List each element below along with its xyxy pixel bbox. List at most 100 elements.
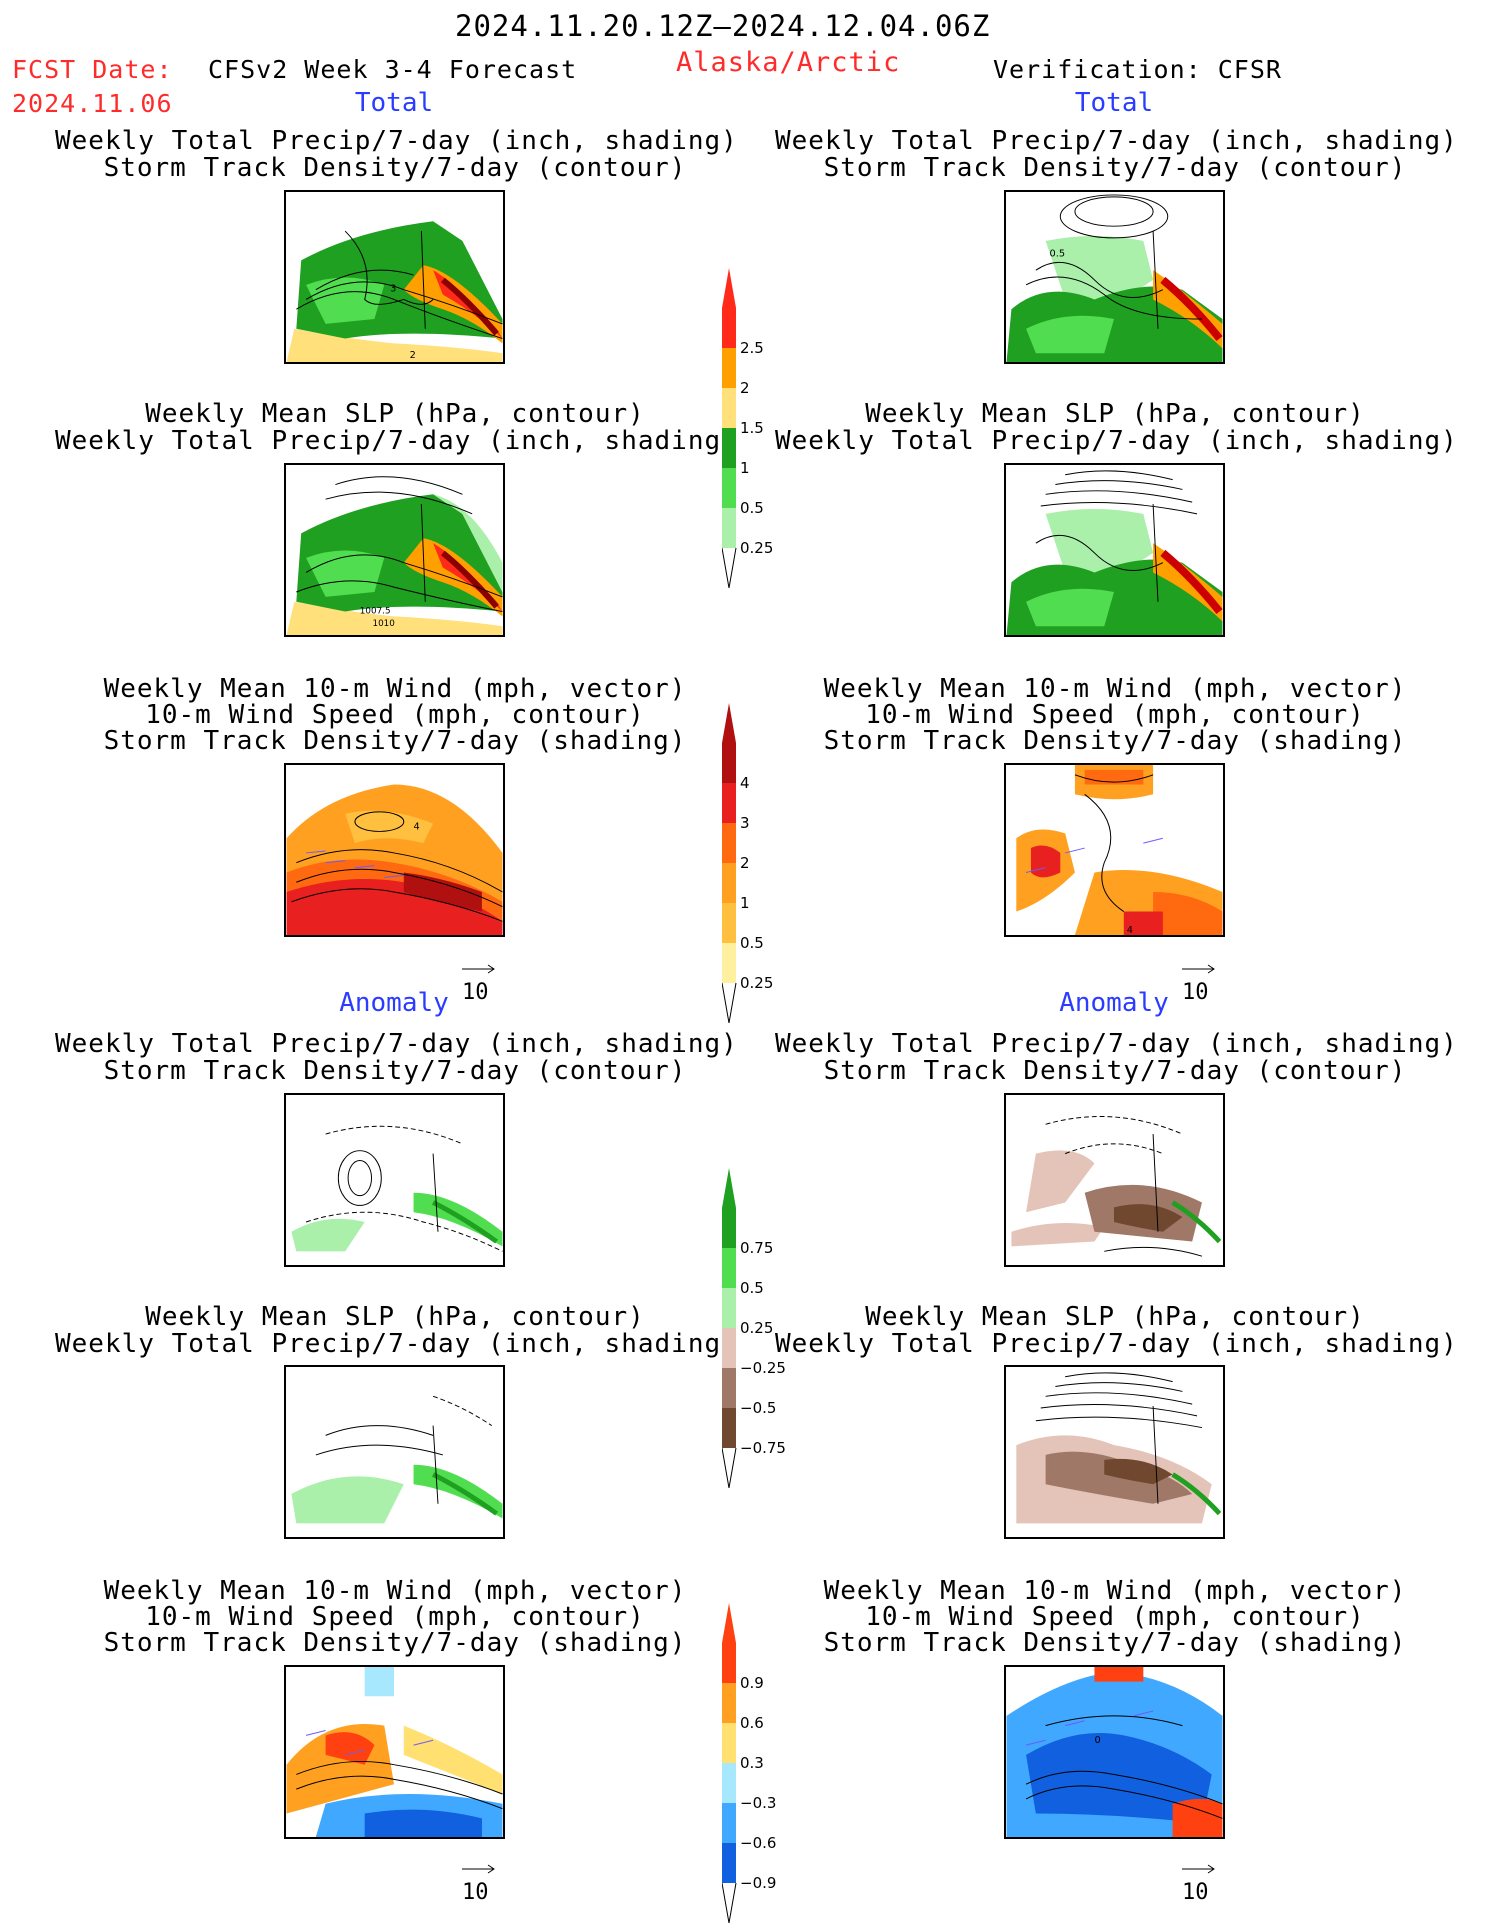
title-r3-right-2: 10-m Wind Speed (mph, contour) — [865, 700, 1365, 730]
map-panel-r2-right — [1004, 463, 1225, 637]
title-r6-right-1: Weekly Mean 10-m Wind (mph, vector) — [823, 1576, 1407, 1606]
map-precip-storm-total-verif: 0.5 — [1006, 194, 1223, 362]
colorbar-label: 2.5 — [740, 339, 764, 357]
title-r4-left-2: Storm Track Density/7-day (contour) — [103, 1056, 687, 1086]
title-r3-right-3: Storm Track Density/7-day (shading) — [823, 726, 1407, 756]
colorbar-swatch — [722, 823, 736, 863]
colorbar-swatch — [722, 863, 736, 903]
colorbar-precip-anom: 0.75 0.5 0.25 −0.25 −0.5 −0.75 — [722, 1168, 786, 1488]
title-r1-right-1: Weekly Total Precip/7-day (inch, shading… — [775, 126, 1458, 156]
colorbar-label: −0.25 — [740, 1359, 786, 1377]
colorbar-label: 0.5 — [740, 1279, 764, 1297]
colorbar-label: 0.5 — [740, 934, 764, 952]
colorbar-bottom-triangle — [722, 547, 737, 588]
map-wind-storm-anom-verif: 0 — [1006, 1667, 1223, 1837]
colorbar-swatch — [722, 1763, 736, 1803]
map-panel-r6-left — [284, 1665, 505, 1839]
map-wind-storm-total-fcst: 4 — [286, 784, 503, 935]
vector-ref-r3-right: 10 — [1182, 955, 1218, 1005]
map-slp-precip-anom-verif — [1016, 1372, 1222, 1524]
colorbar-label: 1.5 — [740, 419, 764, 437]
colorbar-label: 0.9 — [740, 1674, 764, 1692]
colorbar-label: 0.5 — [740, 499, 764, 517]
colorbar-label: −0.9 — [740, 1874, 777, 1892]
colorbar-svg — [722, 1168, 737, 1488]
colorbar-label: 1 — [740, 459, 750, 477]
title-r6-left-3: Storm Track Density/7-day (shading) — [103, 1628, 687, 1658]
title-r4-right-2: Storm Track Density/7-day (contour) — [823, 1056, 1407, 1086]
vector-ref-label: 10 — [462, 1880, 489, 1905]
colorbar-swatch — [722, 468, 736, 508]
map-panel-r1-right: 0.5 — [1004, 190, 1225, 364]
colorbar-bottom-triangle — [722, 1447, 737, 1488]
vector-ref-label: 10 — [462, 980, 489, 1005]
title-r6-right-2: 10-m Wind Speed (mph, contour) — [865, 1602, 1365, 1632]
colorbar-swatch — [722, 743, 736, 783]
colorbar-label: 0.25 — [740, 1319, 774, 1337]
panel-label-1007: 1007.5 — [360, 607, 391, 617]
colorbar-label: 3 — [740, 814, 750, 832]
colorbar-precip-total: 2.5 2 1.5 1 0.5 0.25 — [722, 268, 773, 588]
map-panel-r5-right — [1004, 1365, 1225, 1539]
section-total-right: Total — [1074, 88, 1154, 118]
colorbar-label: −0.6 — [740, 1834, 777, 1852]
map-precip-storm-total-fcst: 3 2 — [286, 221, 503, 362]
panel-label-3: 3 — [390, 284, 396, 295]
colorbar-swatch — [722, 508, 736, 548]
region-title: Alaska/Arctic — [676, 47, 901, 78]
colorbar-swatch — [722, 1248, 736, 1288]
map-panel-r3-left: 4 — [284, 763, 505, 937]
title-r2-left-2: Weekly Total Precip/7-day (inch, shading… — [55, 426, 738, 456]
vector-ref-label: 10 — [1182, 980, 1209, 1005]
panel-label-4: 4 — [414, 821, 420, 832]
colorbar-swatch — [722, 903, 736, 943]
colorbar-swatch — [722, 388, 736, 428]
forecast-period: 2024.11.20.12Z–2024.12.04.06Z — [455, 9, 991, 43]
colorbar-swatch — [722, 1643, 736, 1683]
colorbar-top-triangle — [722, 1603, 736, 1643]
title-r6-right-3: Storm Track Density/7-day (shading) — [823, 1628, 1407, 1658]
title-r5-right-1: Weekly Mean SLP (hPa, contour) — [865, 1302, 1365, 1332]
title-r1-left-1: Weekly Total Precip/7-day (inch, shading… — [55, 126, 738, 156]
colorbar-swatch — [722, 1683, 736, 1723]
panel-label-4b: 4 — [1127, 925, 1133, 935]
colorbar-svg — [722, 268, 737, 588]
map-panel-r6-right: 0 — [1004, 1665, 1225, 1839]
title-r6-left-1: Weekly Mean 10-m Wind (mph, vector) — [103, 1576, 687, 1606]
title-r2-left-1: Weekly Mean SLP (hPa, contour) — [145, 399, 645, 429]
map-precip-storm-anom-verif — [1011, 1116, 1222, 1257]
colorbar-svg — [722, 1603, 737, 1923]
panel-label-05: 0.5 — [1050, 248, 1066, 259]
title-r2-right-2: Weekly Total Precip/7-day (inch, shading… — [775, 426, 1458, 456]
colorbar-swatch — [722, 348, 736, 388]
colorbar-storm-total: 4 3 2 1 0.5 0.25 — [722, 703, 773, 1023]
title-r2-right-1: Weekly Mean SLP (hPa, contour) — [865, 399, 1365, 429]
colorbar-label: 2 — [740, 854, 750, 872]
title-r4-right-1: Weekly Total Precip/7-day (inch, shading… — [775, 1029, 1458, 1059]
title-r3-right-1: Weekly Mean 10-m Wind (mph, vector) — [823, 674, 1407, 704]
fcst-date-label: FCST Date: — [12, 55, 173, 84]
colorbar-label: 0.25 — [740, 539, 774, 557]
colorbar-swatch — [722, 308, 736, 348]
map-wind-storm-total-verif: 4 — [1016, 765, 1223, 935]
map-panel-r3-right: 4 — [1004, 763, 1225, 937]
vector-ref-r6-left: 10 — [462, 1855, 498, 1905]
colorbar-top-triangle — [722, 703, 736, 743]
colorbar-label: 0.25 — [740, 974, 774, 992]
panel-label-2: 2 — [410, 350, 416, 361]
section-total-left: Total — [354, 88, 434, 118]
model-title: CFSv2 Week 3-4 Forecast — [208, 55, 578, 84]
map-panel-r4-right — [1004, 1093, 1225, 1267]
title-r5-right-2: Weekly Total Precip/7-day (inch, shading… — [775, 1329, 1458, 1359]
colorbar-label: −0.5 — [740, 1399, 777, 1417]
colorbar-swatch — [722, 1288, 736, 1328]
colorbar-swatch — [722, 1843, 736, 1883]
title-r4-left-1: Weekly Total Precip/7-day (inch, shading… — [55, 1029, 738, 1059]
map-slp-precip-anom-fcst — [291, 1395, 503, 1524]
title-r3-left-2: 10-m Wind Speed (mph, contour) — [145, 700, 645, 730]
vector-ref-r3-left: 10 — [462, 955, 498, 1005]
colorbar-top-triangle — [722, 268, 736, 308]
colorbar-swatch — [722, 1208, 736, 1248]
title-r5-left-2: Weekly Total Precip/7-day (inch, shading… — [55, 1329, 738, 1359]
colorbar-swatch — [722, 1368, 736, 1408]
